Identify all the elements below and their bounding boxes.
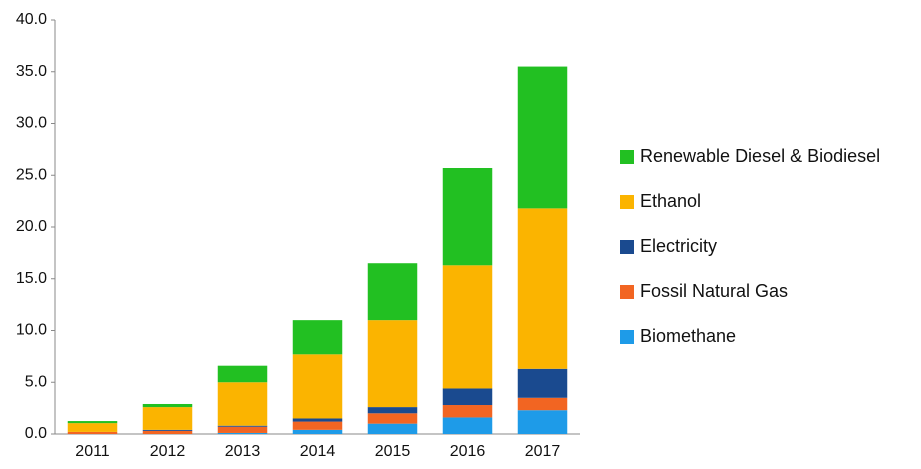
bar-segment [367, 413, 418, 424]
x-tick-label: 2011 [75, 443, 110, 460]
legend-swatch [620, 150, 634, 164]
legend-label: Biomethane [640, 326, 736, 346]
x-tick-label: 2014 [300, 443, 336, 460]
y-tick-label: 30.0 [16, 115, 47, 132]
bar-segment [367, 263, 418, 321]
bar-segment [517, 397, 568, 411]
legend-label: Renewable Diesel & Biodiesel [640, 146, 880, 166]
bar-segment [142, 429, 193, 431]
bar-segment [367, 320, 418, 408]
y-tick-label: 5.0 [25, 373, 47, 390]
bar-segment [517, 66, 568, 209]
y-tick-label: 20.0 [16, 218, 47, 235]
bar-segment [442, 168, 493, 266]
x-tick-label: 2015 [375, 443, 411, 460]
y-tick-label: 40.0 [16, 11, 47, 28]
legend-swatch [620, 240, 634, 254]
y-tick-label: 15.0 [16, 270, 47, 287]
bar-segment [292, 429, 343, 434]
bar-segment [142, 403, 193, 408]
y-tick-label: 35.0 [16, 63, 47, 80]
legend-swatch [620, 285, 634, 299]
y-tick-label: 25.0 [16, 166, 47, 183]
x-tick-label: 2016 [450, 443, 486, 460]
bar-segment [292, 418, 343, 422]
x-tick-label: 2017 [525, 443, 561, 460]
bar-segment [292, 354, 343, 419]
legend-label: Fossil Natural Gas [640, 281, 788, 301]
bar-segment [367, 423, 418, 434]
bar-segment [442, 388, 493, 406]
bar-segment [142, 430, 193, 434]
x-tick-label: 2012 [150, 443, 186, 460]
legend-label: Ethanol [640, 191, 701, 211]
bar-segment [442, 265, 493, 389]
bar-segment [517, 368, 568, 398]
bar-segment [142, 407, 193, 430]
y-tick-label: 0.0 [25, 425, 47, 442]
bar-segment [442, 417, 493, 434]
x-tick-label: 2013 [225, 443, 261, 460]
bar-segment [217, 425, 268, 427]
bar-segment [217, 365, 268, 383]
bar-segment [67, 421, 118, 424]
y-tick-label: 10.0 [16, 322, 47, 339]
bar-segment [442, 405, 493, 418]
bar-segment [67, 423, 118, 432]
bar-segment [217, 426, 268, 433]
legend-swatch [620, 195, 634, 209]
bar-segment [217, 382, 268, 426]
bar-segment [217, 432, 268, 434]
bar-segment [292, 421, 343, 430]
bar-segment [367, 407, 418, 414]
legend-label: Electricity [640, 236, 717, 256]
bar-segment [517, 208, 568, 369]
bar-segment [517, 410, 568, 434]
legend-swatch [620, 330, 634, 344]
bar-segment [67, 431, 118, 434]
bar-segment [292, 320, 343, 355]
